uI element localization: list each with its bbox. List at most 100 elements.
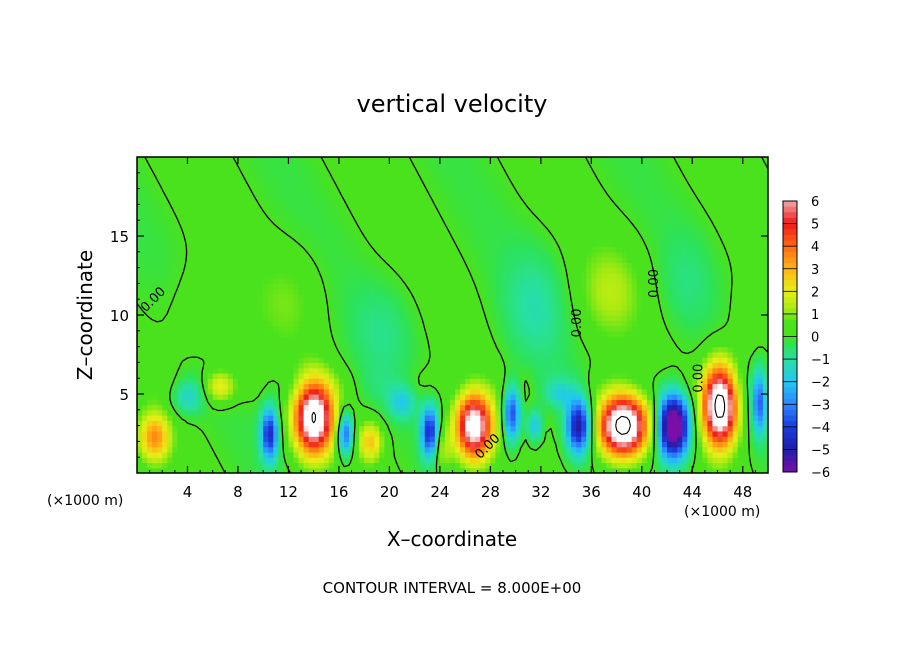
heatmap-cell — [611, 388, 618, 395]
heatmap-cell — [217, 262, 224, 269]
heatmap-cell — [682, 346, 688, 353]
heatmap-cell — [248, 383, 254, 390]
heatmap-cell — [404, 467, 411, 473]
heatmap-cell — [354, 415, 360, 421]
heatmap-cell — [419, 399, 426, 406]
heatmap-cell — [571, 388, 577, 395]
heatmap-cell — [606, 293, 613, 300]
heatmap-cell — [581, 315, 587, 321]
heatmap-cell — [606, 336, 613, 342]
heatmap-cell — [661, 467, 668, 473]
heatmap-cell — [626, 409, 633, 416]
heatmap-cell — [374, 394, 380, 400]
heatmap-cell — [414, 299, 421, 306]
heatmap-cell — [152, 362, 158, 369]
heatmap-cell — [359, 372, 365, 379]
heatmap-cell — [576, 325, 582, 332]
heatmap-cell — [217, 330, 224, 337]
heatmap-cell — [475, 388, 481, 395]
heatmap-cell — [162, 293, 168, 300]
heatmap-cell — [475, 293, 481, 300]
heatmap-cell — [540, 404, 547, 411]
heatmap-cell — [278, 399, 284, 406]
heatmap-cell — [283, 283, 290, 290]
heatmap-cell — [707, 441, 714, 448]
heatmap-cell — [444, 409, 451, 416]
heatmap-cell — [566, 430, 572, 437]
heatmap-cell — [409, 372, 416, 379]
heatmap-cell — [243, 267, 249, 274]
heatmap-cell — [707, 320, 714, 327]
heatmap-cell — [757, 293, 764, 300]
heatmap-cell — [177, 283, 184, 290]
heatmap-cell — [626, 451, 633, 458]
heatmap-cell — [530, 362, 537, 369]
heatmap-cell — [540, 362, 547, 369]
heatmap-cell — [288, 283, 295, 290]
heatmap-cell — [470, 436, 476, 442]
heatmap-cell — [323, 430, 330, 437]
heatmap-cell — [460, 425, 466, 432]
heatmap-cell — [212, 409, 219, 416]
heatmap-cell — [389, 399, 396, 406]
heatmap-cell — [308, 462, 315, 469]
heatmap-cell — [475, 457, 481, 464]
heatmap-cell — [349, 283, 355, 290]
heatmap-cell — [384, 372, 390, 379]
heatmap-cell — [318, 394, 325, 400]
heatmap-cell — [207, 357, 214, 363]
heatmap-cell — [737, 404, 744, 411]
heatmap-cell — [152, 299, 158, 306]
heatmap-cell — [283, 272, 290, 279]
heatmap-cell — [601, 415, 608, 421]
heatmap-cell — [389, 299, 396, 306]
heatmap-cell — [217, 293, 224, 300]
heatmap-cell — [712, 367, 719, 374]
heatmap-cell — [530, 409, 537, 416]
heatmap-cell — [157, 325, 163, 332]
heatmap-cell — [762, 394, 768, 400]
heatmap-cell — [192, 293, 199, 300]
heatmap-cell — [162, 394, 168, 400]
heatmap-cell — [248, 415, 254, 421]
heatmap-cell — [707, 325, 714, 332]
heatmap-cell — [581, 346, 587, 353]
heatmap-cell — [444, 309, 451, 316]
heatmap-cell — [525, 357, 532, 363]
heatmap-cell — [182, 351, 189, 358]
heatmap-cell — [434, 330, 441, 337]
heatmap-cell — [646, 336, 653, 342]
heatmap-cell — [596, 383, 603, 390]
heatmap-cell — [490, 409, 497, 416]
heatmap-cell — [490, 346, 497, 353]
heatmap-cell — [424, 362, 431, 369]
heatmap-cell — [429, 420, 436, 427]
heatmap-cell — [525, 315, 532, 321]
heatmap-cell — [555, 436, 562, 442]
heatmap-cell — [167, 457, 173, 464]
heatmap-cell — [399, 430, 406, 437]
heatmap-cell — [343, 357, 350, 363]
heatmap-cell — [460, 441, 466, 448]
heatmap-cell — [449, 351, 456, 358]
heatmap-cell — [439, 346, 446, 353]
heatmap-cell — [303, 267, 310, 274]
heatmap-cell — [641, 378, 648, 385]
heatmap-cell — [576, 278, 582, 284]
heatmap-cell — [742, 415, 749, 421]
heatmap-cell — [465, 304, 471, 311]
heatmap-cell — [404, 351, 411, 358]
heatmap-cell — [672, 441, 678, 448]
heatmap-cell — [732, 341, 739, 348]
heatmap-cell — [697, 315, 703, 321]
heatmap-cell — [611, 267, 618, 274]
heatmap-cell — [490, 394, 497, 400]
heatmap-cell — [419, 283, 426, 290]
heatmap-cell — [364, 336, 370, 342]
heatmap-cell — [601, 425, 608, 432]
heatmap-cell — [298, 262, 305, 269]
heatmap-cell — [409, 446, 416, 453]
heatmap-cell — [636, 293, 643, 300]
heatmap-cell — [566, 272, 572, 279]
heatmap-cell — [414, 383, 421, 390]
